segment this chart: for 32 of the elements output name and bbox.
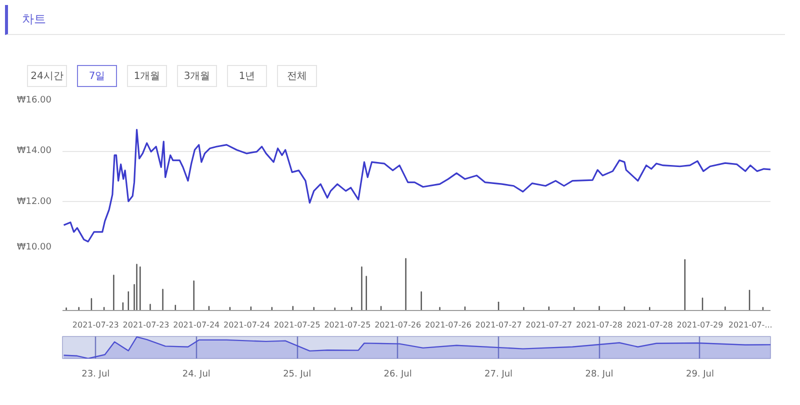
y-tick-label: ₩14.00 xyxy=(16,146,52,156)
y-tick-label: ₩16.00 xyxy=(16,96,52,106)
x-tick-label: 2021-07-23 xyxy=(72,320,119,330)
text: 3개월 xyxy=(184,70,210,84)
y-tick-label: ₩12.00 xyxy=(16,196,52,207)
text: 24시간 xyxy=(30,70,64,84)
x-tick-label: 23. Jul xyxy=(82,370,110,380)
x-tick-label: 2021-07-28 xyxy=(626,320,673,330)
x-tick-label: 2021-07-29 xyxy=(676,320,724,330)
text: 1년 xyxy=(238,70,256,84)
x-tick-label: 26. Jul xyxy=(384,370,412,380)
x-tick-label: 29. Jul xyxy=(686,370,714,380)
text: 전체 xyxy=(287,70,307,84)
x-tick-label: 2021-07-23 xyxy=(122,320,170,330)
chart-title: 차트 xyxy=(22,11,46,28)
x-tick-label: 2021-07-25 xyxy=(274,320,320,330)
x-tick-label: 2021-07-26 xyxy=(374,320,422,330)
x-tick-label: 25. Jul xyxy=(283,370,312,380)
text: 1개월 xyxy=(134,70,160,84)
x-tick-label: 24. Jul xyxy=(182,370,210,380)
x-tick-label: 27. Jul xyxy=(484,370,513,380)
x-tick-label: 28. Jul xyxy=(585,370,614,380)
x-tick-label: 2021-07-27 xyxy=(475,320,522,330)
x-tick-label: 2021-07-28 xyxy=(576,320,623,330)
x-tick-label: 2021-07-... xyxy=(728,320,772,330)
x-tick-label: 2021-07-26 xyxy=(424,320,472,330)
x-tick-label: 2021-07-24 xyxy=(223,320,270,330)
y-tick-label: ₩10.00 xyxy=(16,242,52,252)
x-tick-label: 2021-07-27 xyxy=(526,320,572,330)
x-tick-label: 2021-07-24 xyxy=(173,320,220,330)
x-tick-label: 2021-07-25 xyxy=(324,320,371,330)
text: 7일 xyxy=(88,70,106,84)
